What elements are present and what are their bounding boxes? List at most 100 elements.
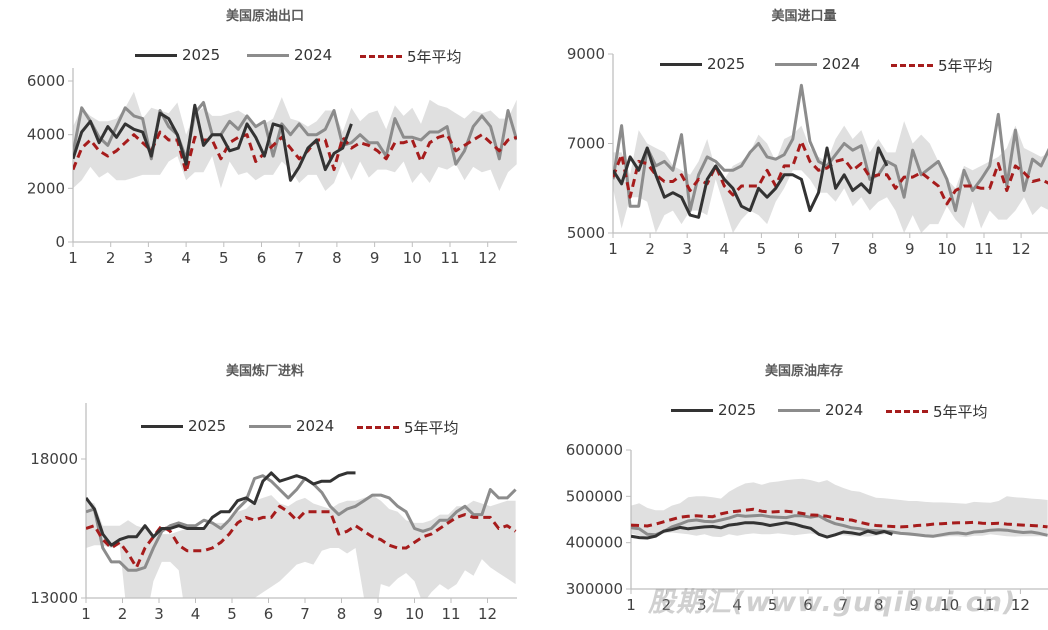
- x-tick-label: 1: [608, 240, 618, 258]
- y-tick-label: 600000: [566, 441, 623, 459]
- series-2024-line: [613, 83, 1048, 213]
- series-5yr-avg-line: [631, 507, 1048, 529]
- legend-item-y2025: 2025: [141, 417, 226, 435]
- y-tick-label: 0: [55, 233, 65, 251]
- legend-label: 5年平均: [404, 419, 459, 437]
- x-tick-label: 2: [106, 249, 116, 267]
- x-tick-label: 9: [905, 240, 915, 258]
- x-tick-label: 6: [264, 605, 274, 623]
- legend-item-avg5: 5年平均: [360, 46, 462, 67]
- x-tick-label: 10: [405, 605, 424, 623]
- x-tick-label: 3: [154, 605, 164, 623]
- range-band: [86, 495, 516, 598]
- x-tick-label: 1: [626, 596, 636, 614]
- series-2024-line: [86, 474, 517, 572]
- y-tick-label: 500000: [566, 487, 623, 505]
- x-tick-label: 3: [697, 596, 707, 614]
- chart-title-imports: 美国进口量: [771, 9, 837, 24]
- y-tick-label: 400000: [566, 534, 623, 552]
- x-tick-label: 11: [440, 249, 459, 267]
- y-tick-label: 4000: [27, 126, 65, 144]
- legend-label: 5年平均: [938, 57, 993, 75]
- x-tick-label: 5: [757, 240, 767, 258]
- x-tick-label: 1: [81, 605, 91, 623]
- y-tick-label: 7000: [567, 135, 605, 153]
- legend-item-avg5: 5年平均: [886, 401, 988, 422]
- legend-item-y2024: 2024: [247, 46, 332, 64]
- x-tick-label: 10: [403, 249, 422, 267]
- x-tick-label: 12: [478, 605, 497, 623]
- x-tick-label: 11: [974, 240, 993, 258]
- series-2025-line: [73, 103, 353, 182]
- x-tick-label: 10: [940, 596, 959, 614]
- x-tick-label: 9: [373, 605, 383, 623]
- x-tick-label: 9: [370, 249, 380, 267]
- legend-item-y2025: 2025: [660, 55, 745, 73]
- legend-swatch: [141, 424, 183, 428]
- legend-item-avg5: 5年平均: [357, 417, 459, 438]
- y-tick-label: 13000: [30, 589, 78, 607]
- x-tick-label: 4: [720, 240, 730, 258]
- legend-label: 2025: [718, 401, 757, 419]
- x-tick-label: 7: [839, 596, 849, 614]
- y-tick-label: 18000: [30, 450, 78, 468]
- legend-label: 5年平均: [933, 403, 988, 421]
- x-tick-label: 5: [219, 249, 229, 267]
- x-tick-label: 1: [68, 249, 78, 267]
- x-tick-label: 4: [191, 605, 201, 623]
- legend-swatch: [357, 426, 399, 429]
- legend-swatch: [886, 410, 928, 413]
- x-tick-label: 5: [768, 596, 778, 614]
- legend-item-y2024: 2024: [249, 417, 334, 435]
- legend-label: 2024: [296, 417, 335, 435]
- legend-swatch: [671, 408, 713, 412]
- series-2025-line: [613, 146, 889, 219]
- legend-swatch: [891, 64, 933, 67]
- legend-swatch: [360, 55, 402, 58]
- chart-title-crude-inventory: 美国原油库存: [764, 364, 844, 379]
- legend-label: 2025: [188, 417, 227, 435]
- range-band: [613, 121, 1048, 233]
- x-tick-label: 8: [332, 249, 342, 267]
- legend-swatch: [135, 53, 177, 57]
- x-tick-label: 5: [227, 605, 237, 623]
- legend-label: 2024: [822, 55, 861, 73]
- x-tick-label: 2: [118, 605, 128, 623]
- x-tick-label: 11: [975, 596, 994, 614]
- legend-swatch: [247, 53, 289, 57]
- x-tick-label: 10: [937, 240, 956, 258]
- series-2025-line: [86, 471, 356, 547]
- legend-label: 5年平均: [407, 48, 462, 66]
- chart-title-crude-exports: 美国原油出口: [225, 9, 305, 24]
- series-2024-line: [631, 513, 1048, 538]
- legend-item-y2025: 2025: [671, 401, 756, 419]
- y-tick-label: 5000: [567, 224, 605, 242]
- series-2024-line: [73, 101, 517, 166]
- legend-item-y2024: 2024: [775, 55, 860, 73]
- x-tick-label: 8: [868, 240, 878, 258]
- x-tick-label: 4: [732, 596, 742, 614]
- x-tick-label: 9: [909, 596, 919, 614]
- x-tick-label: 7: [294, 249, 304, 267]
- x-tick-label: 6: [794, 240, 804, 258]
- legend-swatch: [775, 62, 817, 66]
- legend-label: 2025: [182, 46, 221, 64]
- y-tick-label: 300000: [566, 580, 623, 598]
- x-tick-label: 3: [682, 240, 692, 258]
- legend-swatch: [778, 408, 820, 412]
- x-tick-label: 6: [257, 249, 267, 267]
- x-tick-label: 7: [300, 605, 310, 623]
- watermark: 股期汇(www.guqihui.cn): [648, 587, 1017, 618]
- x-tick-label: 4: [181, 249, 191, 267]
- x-tick-label: 6: [803, 596, 813, 614]
- legend-item-y2024: 2024: [778, 401, 863, 419]
- x-tick-label: 7: [831, 240, 841, 258]
- x-tick-label: 12: [1011, 596, 1030, 614]
- legend-item-avg5: 5年平均: [891, 55, 993, 76]
- legend-label: 2024: [825, 401, 864, 419]
